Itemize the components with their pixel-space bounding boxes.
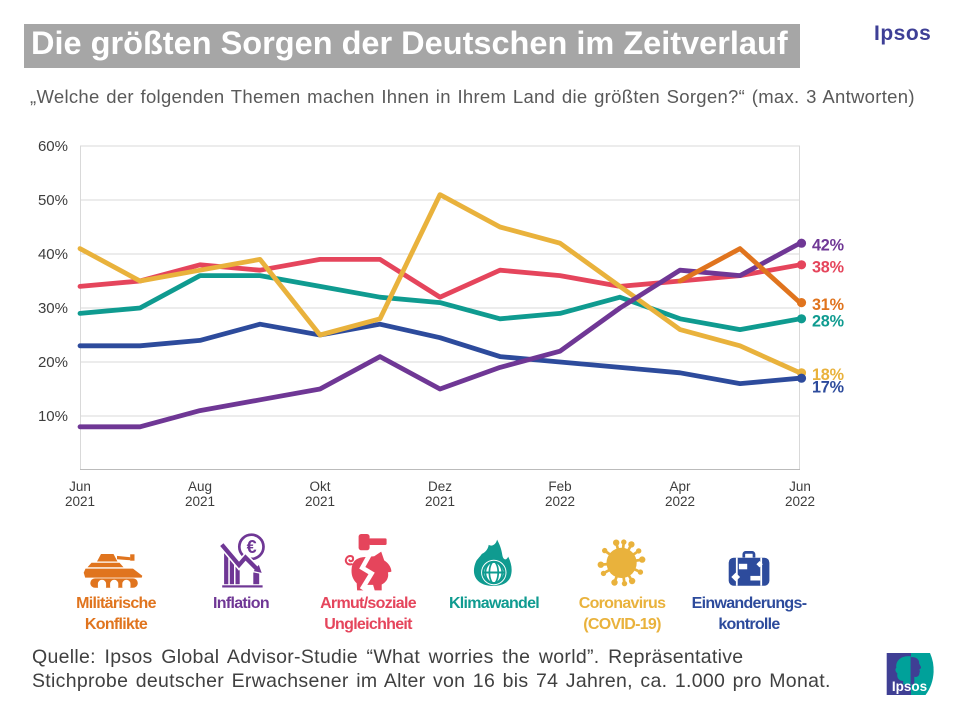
svg-text:30%: 30%: [38, 300, 68, 317]
svg-text:31%: 31%: [812, 296, 844, 314]
svg-text:18%: 18%: [812, 366, 844, 384]
svg-text:Ipsos: Ipsos: [892, 679, 927, 694]
svg-text:Feb: Feb: [548, 479, 571, 494]
svg-text:60%: 60%: [38, 138, 68, 155]
svg-text:2021: 2021: [305, 494, 335, 509]
svg-text:38%: 38%: [812, 258, 844, 276]
svg-text:Jun: Jun: [69, 479, 91, 494]
svg-text:50%: 50%: [38, 192, 68, 209]
svg-text:40%: 40%: [38, 246, 68, 263]
svg-text:Dez: Dez: [428, 479, 452, 494]
svg-text:2021: 2021: [185, 494, 215, 509]
svg-text:20%: 20%: [38, 354, 68, 371]
svg-text:10%: 10%: [38, 408, 68, 425]
svg-text:Aug: Aug: [188, 479, 212, 494]
svg-text:Okt: Okt: [309, 479, 330, 494]
svg-text:17%: 17%: [812, 378, 844, 396]
svg-text:€: €: [247, 537, 257, 557]
svg-text:2022: 2022: [665, 494, 695, 509]
svg-text:2021: 2021: [65, 494, 95, 509]
svg-text:2022: 2022: [785, 494, 815, 509]
svg-text:2022: 2022: [545, 494, 575, 509]
svg-text:Apr: Apr: [669, 479, 691, 494]
svg-text:2021: 2021: [425, 494, 455, 509]
svg-text:28%: 28%: [812, 312, 844, 330]
svg-text:42%: 42%: [812, 237, 844, 255]
svg-text:Jun: Jun: [789, 479, 811, 494]
